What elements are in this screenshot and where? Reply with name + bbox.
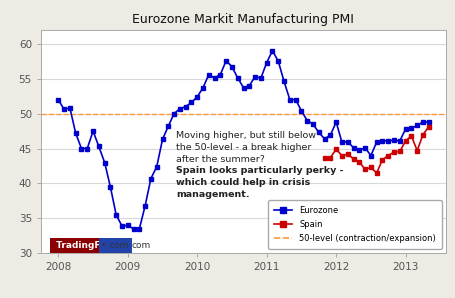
Text: com: com (131, 241, 151, 250)
Eurozone (172, 112, 177, 115)
Spain (357, 160, 362, 164)
Text: TradingFloor: TradingFloor (53, 241, 123, 250)
Spain (415, 149, 420, 152)
Spain (334, 148, 339, 151)
Spain (397, 150, 403, 153)
Eurozone (270, 49, 275, 52)
Eurozone (415, 124, 420, 127)
Legend: Eurozone, Spain, 50-level (contraction/expansion): Eurozone, Spain, 50-level (contraction/e… (268, 200, 442, 249)
Spain (345, 152, 350, 156)
Spain (374, 171, 379, 175)
Spain (403, 139, 408, 143)
Spain (385, 154, 391, 157)
Eurozone (131, 227, 136, 231)
Text: Spain looks particularly perky -
which could help in crisis
management.: Spain looks particularly perky - which c… (177, 166, 344, 198)
Spain (322, 156, 327, 159)
Spain (380, 158, 385, 162)
Spain (391, 150, 397, 154)
Spain (409, 134, 414, 138)
Line: Eurozone: Eurozone (56, 49, 430, 231)
Title: Eurozone Markit Manufacturing PMI: Eurozone Markit Manufacturing PMI (132, 13, 354, 26)
Text: • com: • com (101, 241, 129, 250)
Eurozone (56, 98, 61, 101)
Eurozone (426, 120, 431, 124)
Spain (362, 168, 368, 171)
Line: Spain: Spain (323, 125, 430, 175)
Spain (420, 133, 426, 136)
Spain (339, 154, 344, 157)
Eurozone (148, 177, 154, 180)
Eurozone (253, 75, 258, 78)
Spain (328, 156, 333, 159)
Spain (368, 166, 374, 169)
Eurozone (385, 139, 391, 143)
Spain (351, 157, 356, 161)
Spain (426, 125, 431, 129)
Eurozone (217, 73, 223, 76)
Text: Moving higher, but still below
the 50-level - a break higher
after the summer?: Moving higher, but still below the 50-le… (177, 131, 316, 164)
